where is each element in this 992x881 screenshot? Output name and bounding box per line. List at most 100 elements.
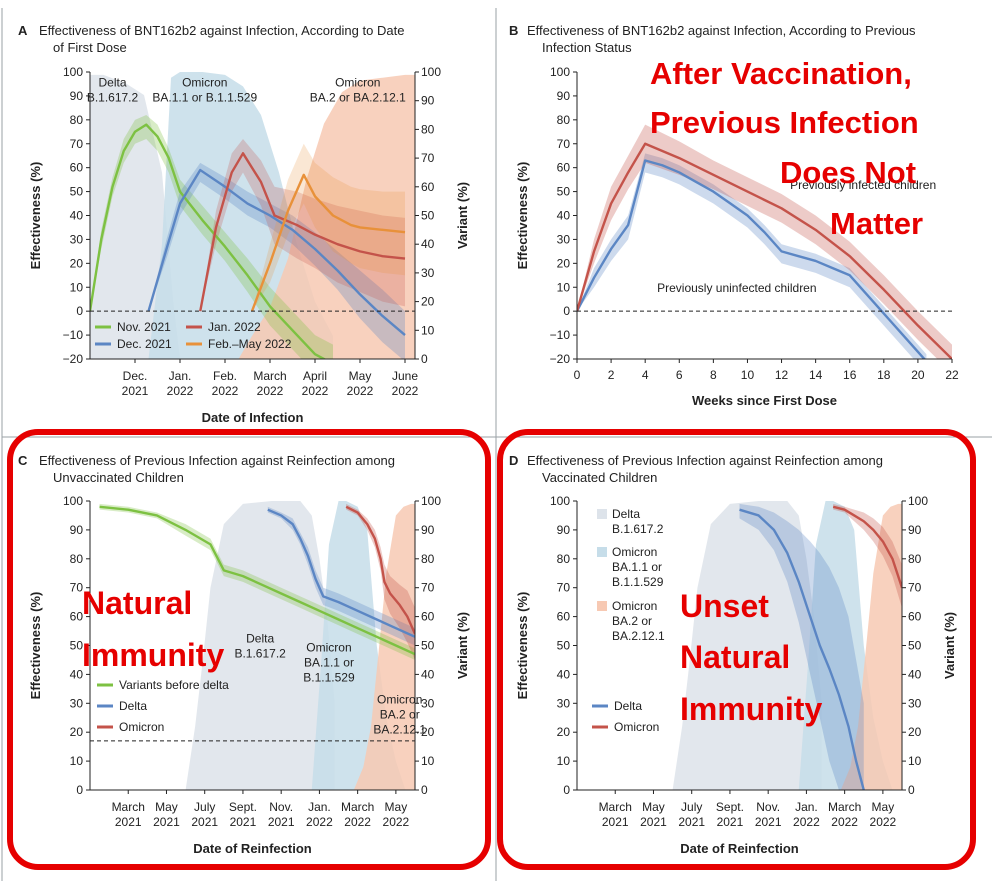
legend-label: Nov. 2021	[117, 320, 171, 334]
y2-tick-label: 30	[908, 696, 922, 710]
y-tick-label: 90	[557, 523, 571, 537]
series-label: Previously infected children	[790, 178, 936, 192]
y-tick-label: 100	[550, 494, 570, 508]
y-tick-label: 30	[70, 696, 84, 710]
panel-c-title-line-2: Unvaccinated Children	[53, 470, 184, 485]
variant-label: BA.2 or BA.2.12.1	[310, 90, 406, 104]
panel-a-chart: −20 −10 0 10 20 30 40 50 60 70 80 90 100 0 10 20 30 40 50 6…	[28, 65, 470, 425]
series-line-green	[99, 505, 415, 656]
y2-tick-label: 100	[421, 65, 441, 79]
series-line-green	[90, 123, 327, 359]
y2-tick-label: 40	[421, 237, 435, 251]
series-ci-band-orange	[252, 143, 405, 312]
variant-band-delta	[672, 501, 822, 790]
series-ci-band-blue	[267, 506, 415, 646]
y-tick-label: 50	[70, 639, 84, 653]
panel-b-letter: B	[509, 23, 518, 38]
y-tick-label: 90	[557, 89, 571, 103]
panel-c-title-line-1: Effectiveness of Previous Infection agai…	[39, 453, 395, 468]
y-tick-label: 40	[557, 209, 571, 223]
y-tick-label: 40	[70, 209, 84, 223]
y-axis-label: Effectiveness (%)	[28, 162, 43, 270]
y-tick-label: 90	[70, 523, 84, 537]
series-ci-band-red	[346, 503, 415, 660]
x-tick-label: 0	[574, 368, 581, 382]
x-tick-label: 14	[809, 368, 823, 382]
y-tick-label: 0	[563, 304, 570, 318]
y-tick-label: 70	[557, 581, 571, 595]
x-tick-label: 2022	[347, 384, 374, 398]
series-line-orange	[250, 173, 406, 312]
x-tick-label: July	[681, 800, 702, 814]
series-ci-band-green	[90, 115, 333, 359]
y2-tick-label: 30	[421, 696, 435, 710]
x-tick-label: 2021	[755, 815, 782, 829]
x-tick-label: May	[155, 800, 178, 814]
variant-label: BA.1.1 or	[304, 655, 354, 669]
x-tick-label: 2021	[268, 815, 295, 829]
y-tick-label: 50	[557, 639, 571, 653]
overlay-c-line-1: Natural	[82, 585, 192, 621]
overlay-d-line-1: Unset	[680, 588, 769, 624]
y-tick-label: 50	[70, 185, 84, 199]
x-tick-label: 2022	[257, 384, 284, 398]
panel-a-plot-area	[90, 72, 415, 359]
y-tick-label: 0	[76, 304, 83, 318]
y-tick-label: 10	[557, 280, 571, 294]
legend-label: Omicron	[614, 720, 659, 734]
x-tick-label: March	[599, 800, 632, 814]
x-tick-label: 12	[775, 368, 789, 382]
y-tick-label: 100	[550, 65, 570, 79]
panel-d-letter: D	[509, 453, 518, 468]
highlight-box-d	[497, 429, 976, 870]
overlay-b-line-4: Matter	[830, 206, 923, 241]
series-line-red	[345, 505, 415, 635]
y2-tick-label: 60	[421, 180, 435, 194]
y-tick-label: 20	[557, 256, 571, 270]
x-tick-label: April	[303, 369, 327, 383]
y-tick-label: 10	[557, 754, 571, 768]
y2-tick-label: 40	[908, 667, 922, 681]
x-tick-label: March	[341, 800, 374, 814]
variant-label: BA.2.12.1	[373, 722, 426, 736]
x-tick-label: March	[828, 800, 861, 814]
x-tick-label: 2022	[793, 815, 820, 829]
overlay-c-line-2: Immunity	[82, 637, 224, 673]
y-tick-label: 40	[557, 667, 571, 681]
panel-c-letter: C	[18, 453, 28, 468]
legend-label: Delta	[614, 699, 642, 713]
y-tick-label: 90	[70, 89, 84, 103]
y2-tick-label: 70	[421, 151, 435, 165]
x-tick-label: 2022	[302, 384, 329, 398]
y-axis-label: Effectiveness (%)	[28, 592, 43, 700]
x-tick-label: 2021	[191, 815, 218, 829]
panel-d-title-line-1: Effectiveness of Previous Infection agai…	[527, 453, 883, 468]
y-tick-label: 60	[557, 161, 571, 175]
y2-tick-label: 100	[908, 494, 928, 508]
y2-tick-label: 20	[421, 725, 435, 739]
y-tick-label: 70	[557, 137, 571, 151]
variant-label: Delta	[98, 75, 126, 89]
y2-tick-label: 100	[421, 494, 441, 508]
y2-tick-label: 70	[421, 581, 435, 595]
panel-a-title: A Effectiveness of BNT162b2 against Infe…	[18, 23, 404, 55]
y-tick-label: 80	[70, 113, 84, 127]
y-tick-label: 30	[70, 232, 84, 246]
y2-tick-label: 0	[421, 352, 428, 366]
y2-tick-label: 80	[421, 552, 435, 566]
variant-legend-label: B.1.1.529	[612, 575, 664, 589]
variant-legend-label: Delta	[612, 507, 640, 521]
y2-tick-label: 70	[908, 581, 922, 595]
y2-tick-label: 90	[421, 523, 435, 537]
series-line-blue	[267, 508, 415, 638]
variant-label: Omicron	[182, 75, 227, 89]
y-tick-label: 70	[70, 581, 84, 595]
y-tick-label: 20	[557, 725, 571, 739]
x-tick-label: Nov.	[756, 800, 780, 814]
y2-tick-label: 90	[421, 94, 435, 108]
y2-tick-label: 10	[421, 754, 435, 768]
series-label: Previously uninfected children	[657, 281, 816, 295]
y-tick-label: 0	[76, 783, 83, 797]
x-tick-label: May	[385, 800, 408, 814]
y2-tick-label: 60	[421, 610, 435, 624]
